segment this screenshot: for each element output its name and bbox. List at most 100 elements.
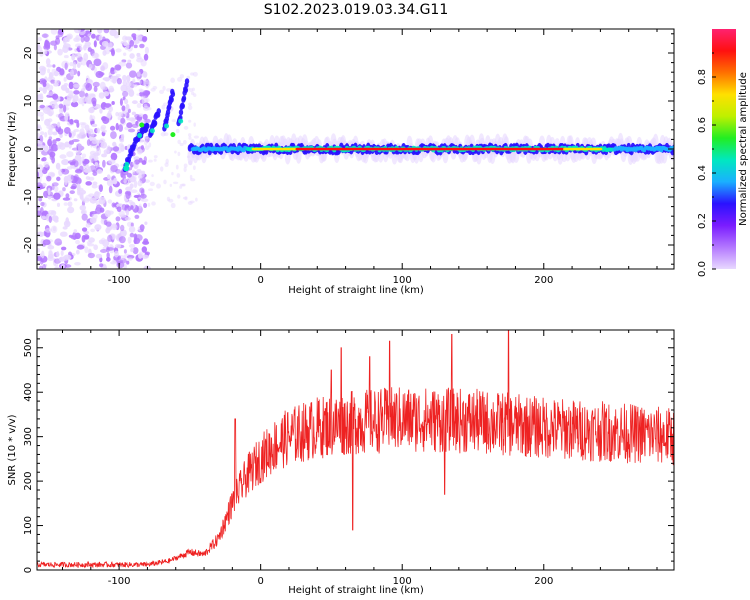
heatmap-cell	[70, 101, 79, 108]
heatmap-cell	[86, 139, 91, 147]
heatmap-cell	[41, 215, 47, 220]
heatmap-cell	[190, 178, 196, 182]
heatmap-cell	[80, 209, 87, 216]
heatmap-cell	[39, 67, 46, 76]
heatmap-cell	[115, 259, 124, 264]
heatmap-cell	[94, 207, 102, 215]
snr-x-ticks: -100 0 100 200	[61, 330, 658, 587]
snr-y-tick-label: 200	[23, 472, 34, 491]
heatmap-cell	[37, 171, 40, 179]
heatmap-cell	[171, 171, 174, 176]
heatmap-cell	[37, 164, 44, 172]
heatmap-cell	[88, 131, 95, 138]
heatmap-cell	[151, 201, 156, 206]
heatmap-cell	[77, 144, 83, 152]
heatmap-cell	[60, 246, 67, 251]
heatmap-cell	[101, 153, 107, 158]
heatmap-cell	[122, 90, 129, 97]
heatmap-cell	[52, 93, 59, 100]
heatmap-cell	[110, 164, 118, 173]
heatmap-cell	[118, 124, 124, 132]
heatmap-cell	[71, 183, 77, 189]
heatmap-cell	[140, 59, 147, 67]
heatmap-cell	[106, 246, 110, 253]
heatmap-cell	[50, 172, 55, 177]
heatmap-cell	[183, 166, 187, 173]
heatmap-cell	[62, 45, 69, 53]
heatmap-cell	[121, 133, 125, 139]
heatmap-cell	[136, 93, 141, 96]
heatmap-cell	[38, 197, 43, 202]
heatmap-cell	[131, 117, 136, 126]
heatmap-cell	[81, 235, 86, 243]
heatmap-cell	[164, 123, 170, 129]
heatmap-cell	[114, 250, 119, 258]
spectrogram-x-ticks: -100 0 100 200	[61, 29, 658, 286]
heatmap-cell	[142, 74, 147, 78]
heatmap-cell	[151, 174, 154, 178]
heatmap-cell	[163, 179, 167, 185]
heatmap-cell	[156, 183, 162, 189]
spectrogram-y-tick-label: 10	[23, 95, 34, 108]
colorbar-tick-label: 0.6	[697, 117, 708, 133]
heatmap-cell	[50, 210, 57, 216]
heatmap-cell	[57, 128, 64, 135]
heatmap-cell	[63, 54, 69, 59]
snr-x-label: Height of straight line (km)	[288, 585, 424, 596]
heatmap-cell	[74, 43, 83, 48]
snr-y-tick-label: 400	[23, 383, 34, 402]
heatmap-cell	[69, 118, 74, 125]
heatmap-cell	[80, 35, 85, 43]
heatmap-cell	[195, 197, 198, 202]
heatmap-cell	[53, 192, 61, 200]
spectrogram-y-ticks: -20 -10 0 10 20	[23, 33, 674, 265]
heatmap-cell	[143, 202, 148, 208]
heatmap-cell	[73, 129, 80, 133]
heatmap-cell	[50, 29, 58, 35]
heatmap-cell	[93, 86, 98, 93]
heatmap-cell	[56, 251, 60, 258]
heatmap-cell	[149, 128, 155, 134]
heatmap-cell	[73, 90, 80, 95]
heatmap-cell	[132, 83, 138, 88]
heatmap-cell	[46, 124, 54, 130]
heatmap-cell	[105, 227, 111, 234]
heatmap-cell	[89, 197, 97, 204]
heatmap-cell	[76, 188, 81, 196]
heatmap-cell	[168, 198, 174, 203]
heatmap-cell	[140, 145, 144, 150]
heatmap-cell	[119, 214, 127, 218]
heatmap-cell	[112, 141, 117, 147]
heatmap-cell	[138, 203, 142, 209]
colorbar-tick-label: 0.2	[697, 213, 708, 229]
colorbar-gradient	[712, 29, 736, 269]
heatmap-cell	[76, 244, 85, 250]
heatmap-cell	[102, 49, 107, 56]
heatmap-cell	[144, 251, 151, 256]
heatmap-cell	[94, 224, 102, 231]
heatmap-cell	[78, 97, 84, 105]
heatmap-cell	[41, 156, 47, 162]
heatmap-cell	[39, 131, 45, 136]
heatmap-cell	[170, 91, 176, 98]
heatmap-cell	[122, 35, 128, 42]
heatmap-cell	[118, 143, 124, 148]
heatmap-cell	[49, 151, 56, 158]
heatmap-cell	[139, 187, 145, 194]
heatmap-cell	[104, 209, 111, 218]
heatmap-cell	[136, 70, 141, 78]
heatmap-cell	[133, 156, 140, 161]
heatmap-cell	[125, 186, 133, 192]
heatmap-cell	[93, 244, 98, 251]
heatmap-cell	[93, 58, 102, 67]
heatmap-cell	[143, 156, 148, 163]
heatmap-cell	[128, 70, 137, 78]
heatmap-cell	[39, 93, 43, 97]
heatmap-cell	[57, 48, 63, 56]
heatmap-cell	[127, 257, 133, 261]
heatmap-cell	[59, 68, 65, 76]
heatmap-cell	[160, 166, 164, 172]
heatmap-cell	[136, 52, 141, 57]
heatmap-cell	[178, 109, 184, 116]
heatmap-cell	[80, 58, 88, 66]
